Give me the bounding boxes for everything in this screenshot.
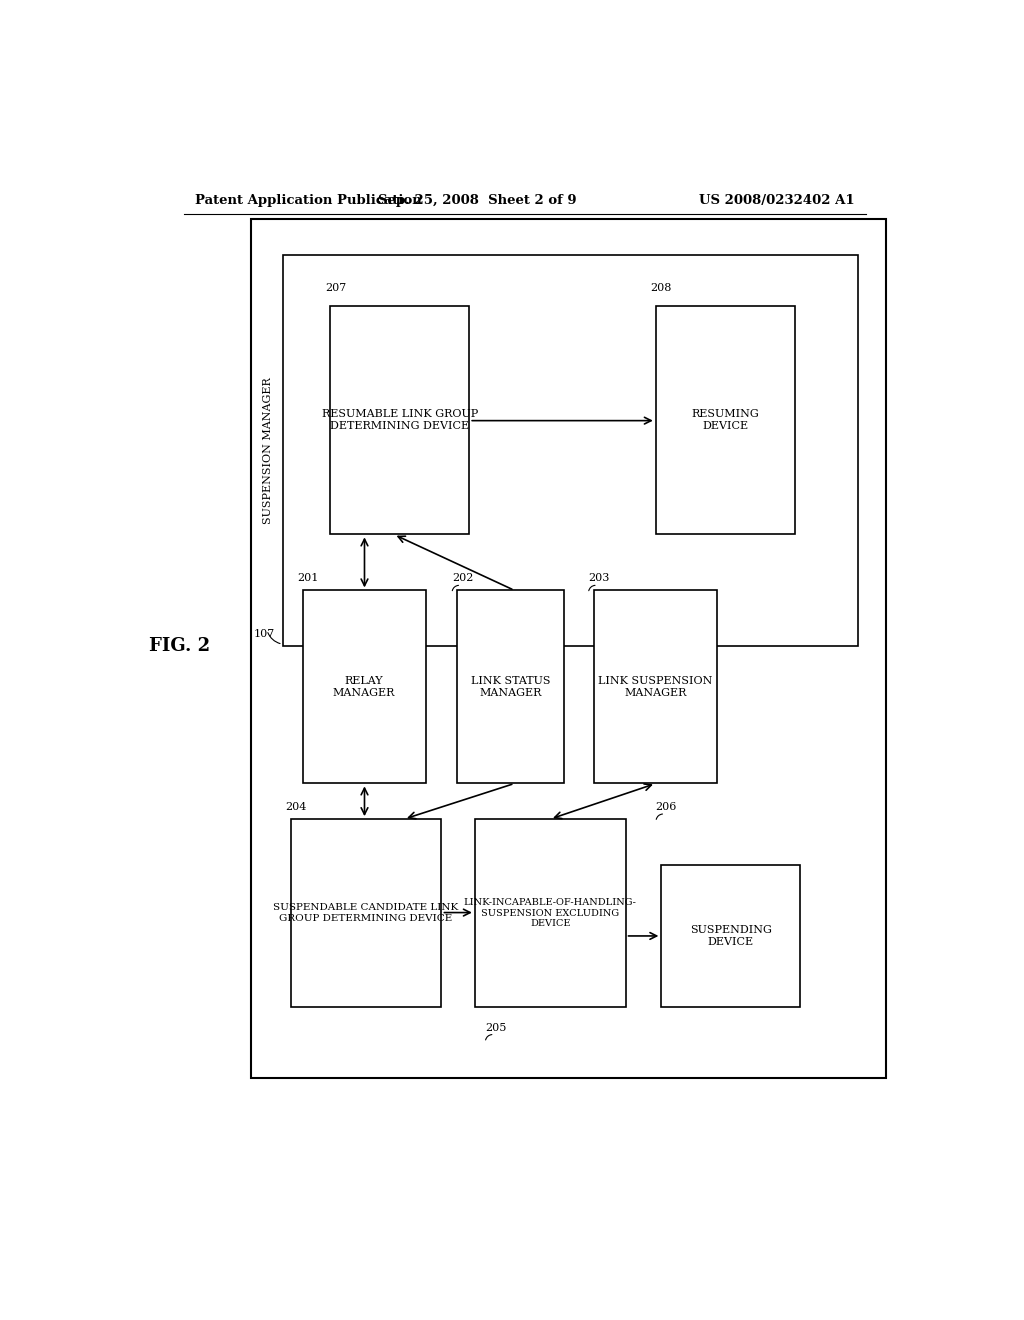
Bar <box>291 818 441 1007</box>
Text: SUSPENDABLE CANDIDATE LINK
GROUP DETERMINING DEVICE: SUSPENDABLE CANDIDATE LINK GROUP DETERMI… <box>273 903 459 923</box>
Text: 208: 208 <box>650 282 672 293</box>
Text: LINK-INCAPABLE-OF-HANDLING-
SUSPENSION EXCLUDING
DEVICE: LINK-INCAPABLE-OF-HANDLING- SUSPENSION E… <box>464 898 637 928</box>
Bar <box>662 865 800 1007</box>
Text: SUSPENDING
DEVICE: SUSPENDING DEVICE <box>690 925 772 946</box>
Text: LINK STATUS
MANAGER: LINK STATUS MANAGER <box>471 676 551 698</box>
Text: 107: 107 <box>253 630 274 639</box>
Text: FIG. 2: FIG. 2 <box>150 638 210 655</box>
Bar <box>303 590 426 784</box>
Bar <box>655 306 795 535</box>
Text: 206: 206 <box>655 803 677 812</box>
Text: RELAY
MANAGER: RELAY MANAGER <box>333 676 395 698</box>
Text: 202: 202 <box>452 573 473 583</box>
Text: Sep. 25, 2008  Sheet 2 of 9: Sep. 25, 2008 Sheet 2 of 9 <box>378 194 577 207</box>
Text: 203: 203 <box>588 573 609 583</box>
Text: RESUMABLE LINK GROUP
DETERMINING DEVICE: RESUMABLE LINK GROUP DETERMINING DEVICE <box>322 409 478 430</box>
Text: SUSPENSION MANAGER: SUSPENSION MANAGER <box>263 378 273 524</box>
Text: 204: 204 <box>285 803 306 812</box>
Bar <box>594 590 717 784</box>
Bar <box>251 219 886 1078</box>
Text: 207: 207 <box>325 282 346 293</box>
Text: 201: 201 <box>297 573 318 583</box>
Bar <box>331 306 469 535</box>
Text: US 2008/0232402 A1: US 2008/0232402 A1 <box>698 194 854 207</box>
Text: 205: 205 <box>485 1023 507 1032</box>
Bar <box>475 818 626 1007</box>
Text: RESUMING
DEVICE: RESUMING DEVICE <box>691 409 759 430</box>
Bar <box>283 255 858 647</box>
Text: Patent Application Publication: Patent Application Publication <box>196 194 422 207</box>
Bar <box>458 590 564 784</box>
Text: LINK SUSPENSION
MANAGER: LINK SUSPENSION MANAGER <box>598 676 713 698</box>
